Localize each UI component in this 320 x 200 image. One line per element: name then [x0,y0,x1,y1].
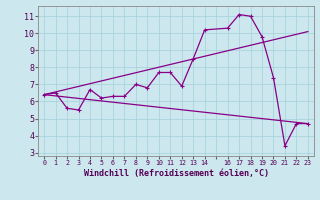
X-axis label: Windchill (Refroidissement éolien,°C): Windchill (Refroidissement éolien,°C) [84,169,268,178]
